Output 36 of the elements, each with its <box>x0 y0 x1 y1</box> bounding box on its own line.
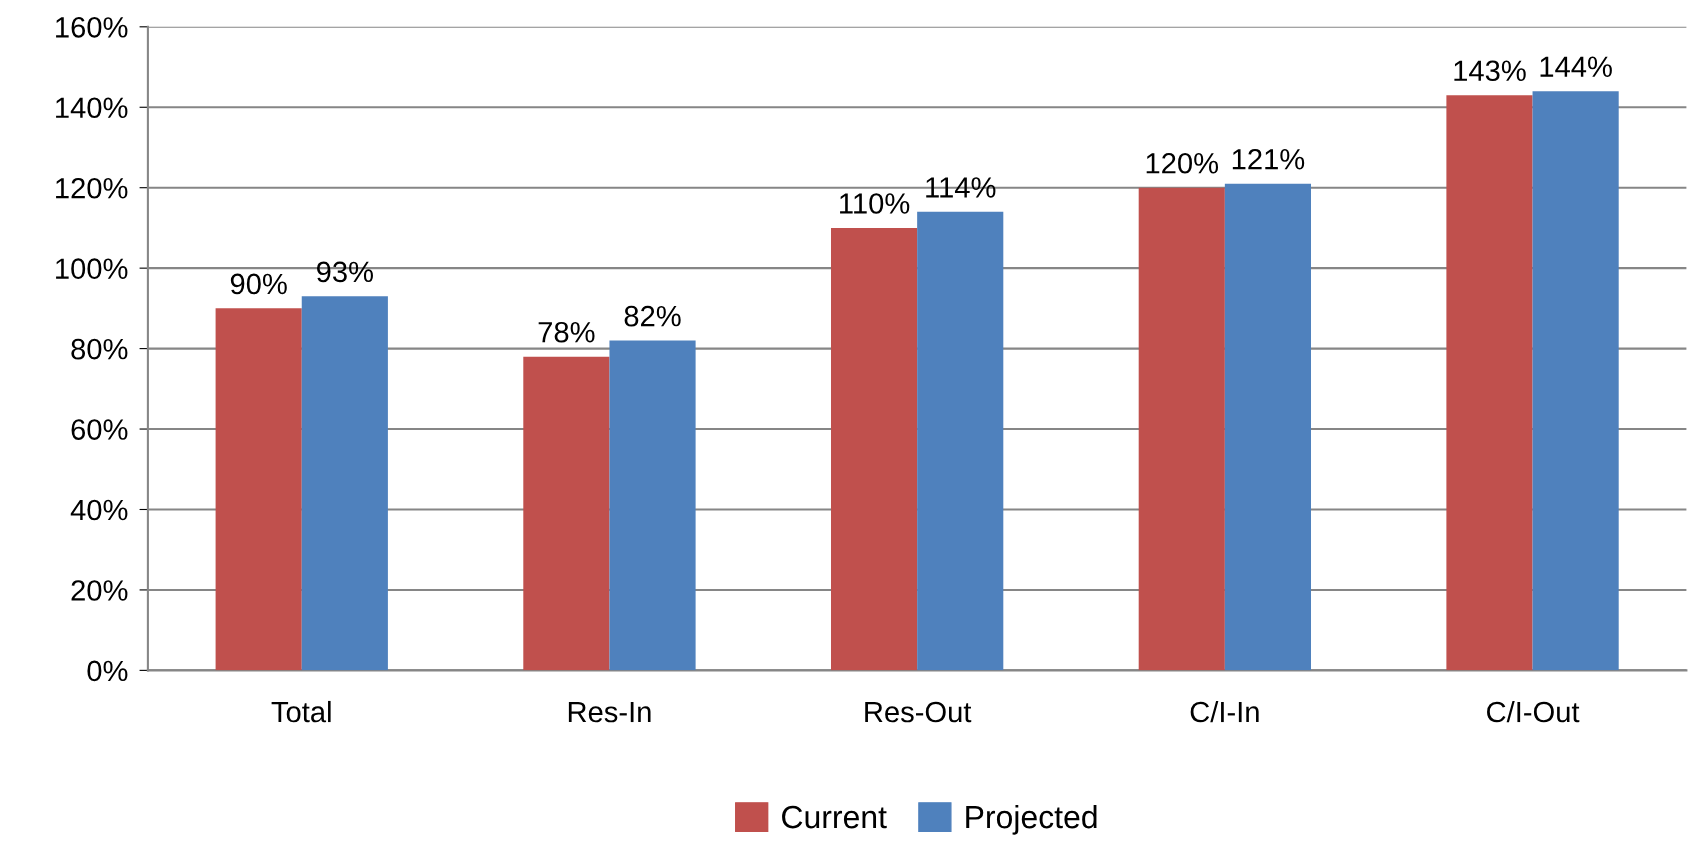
y-tick-label: 160% <box>56 17 128 38</box>
y-tick-label: 60% <box>71 419 128 440</box>
bar <box>523 356 610 671</box>
data-label: 114% <box>926 177 996 198</box>
data-label: 144% <box>1540 56 1612 77</box>
y-tick-label: 80% <box>71 338 128 360</box>
bar <box>830 227 918 671</box>
data-label: 120% <box>1146 152 1219 174</box>
y-tick-label: 140% <box>56 97 128 119</box>
legend-label: Projected <box>966 804 1097 835</box>
x-tick-label: C/I-Out <box>1487 700 1580 723</box>
bar <box>609 340 696 671</box>
data-label: 121% <box>1232 148 1305 170</box>
data-label: 110% <box>840 193 910 214</box>
data-label: 78% <box>538 321 595 343</box>
y-tick-label: 120% <box>56 177 128 199</box>
x-tick-label: Total <box>271 700 331 723</box>
x-tick-label: C/I-In <box>1190 700 1259 723</box>
bar <box>1532 91 1619 671</box>
x-tick-label: Res-Out <box>865 701 972 723</box>
legend-label: Current <box>782 805 887 829</box>
data-label: 82% <box>624 305 681 327</box>
data-label: 143% <box>1454 60 1526 82</box>
bar <box>301 296 388 671</box>
bar <box>215 308 302 671</box>
y-tick-label: 100% <box>56 258 128 280</box>
y-tick-label: 0% <box>87 660 128 682</box>
data-label: 90% <box>230 273 287 295</box>
bar <box>1138 187 1225 671</box>
y-tick-label: 20% <box>71 580 128 601</box>
x-tick-label: Res-In <box>568 702 651 723</box>
bar <box>917 211 1004 671</box>
bar <box>1446 95 1533 671</box>
y-tick-label: 40% <box>70 499 128 521</box>
data-label: 93% <box>317 261 373 283</box>
bar <box>1224 183 1312 671</box>
